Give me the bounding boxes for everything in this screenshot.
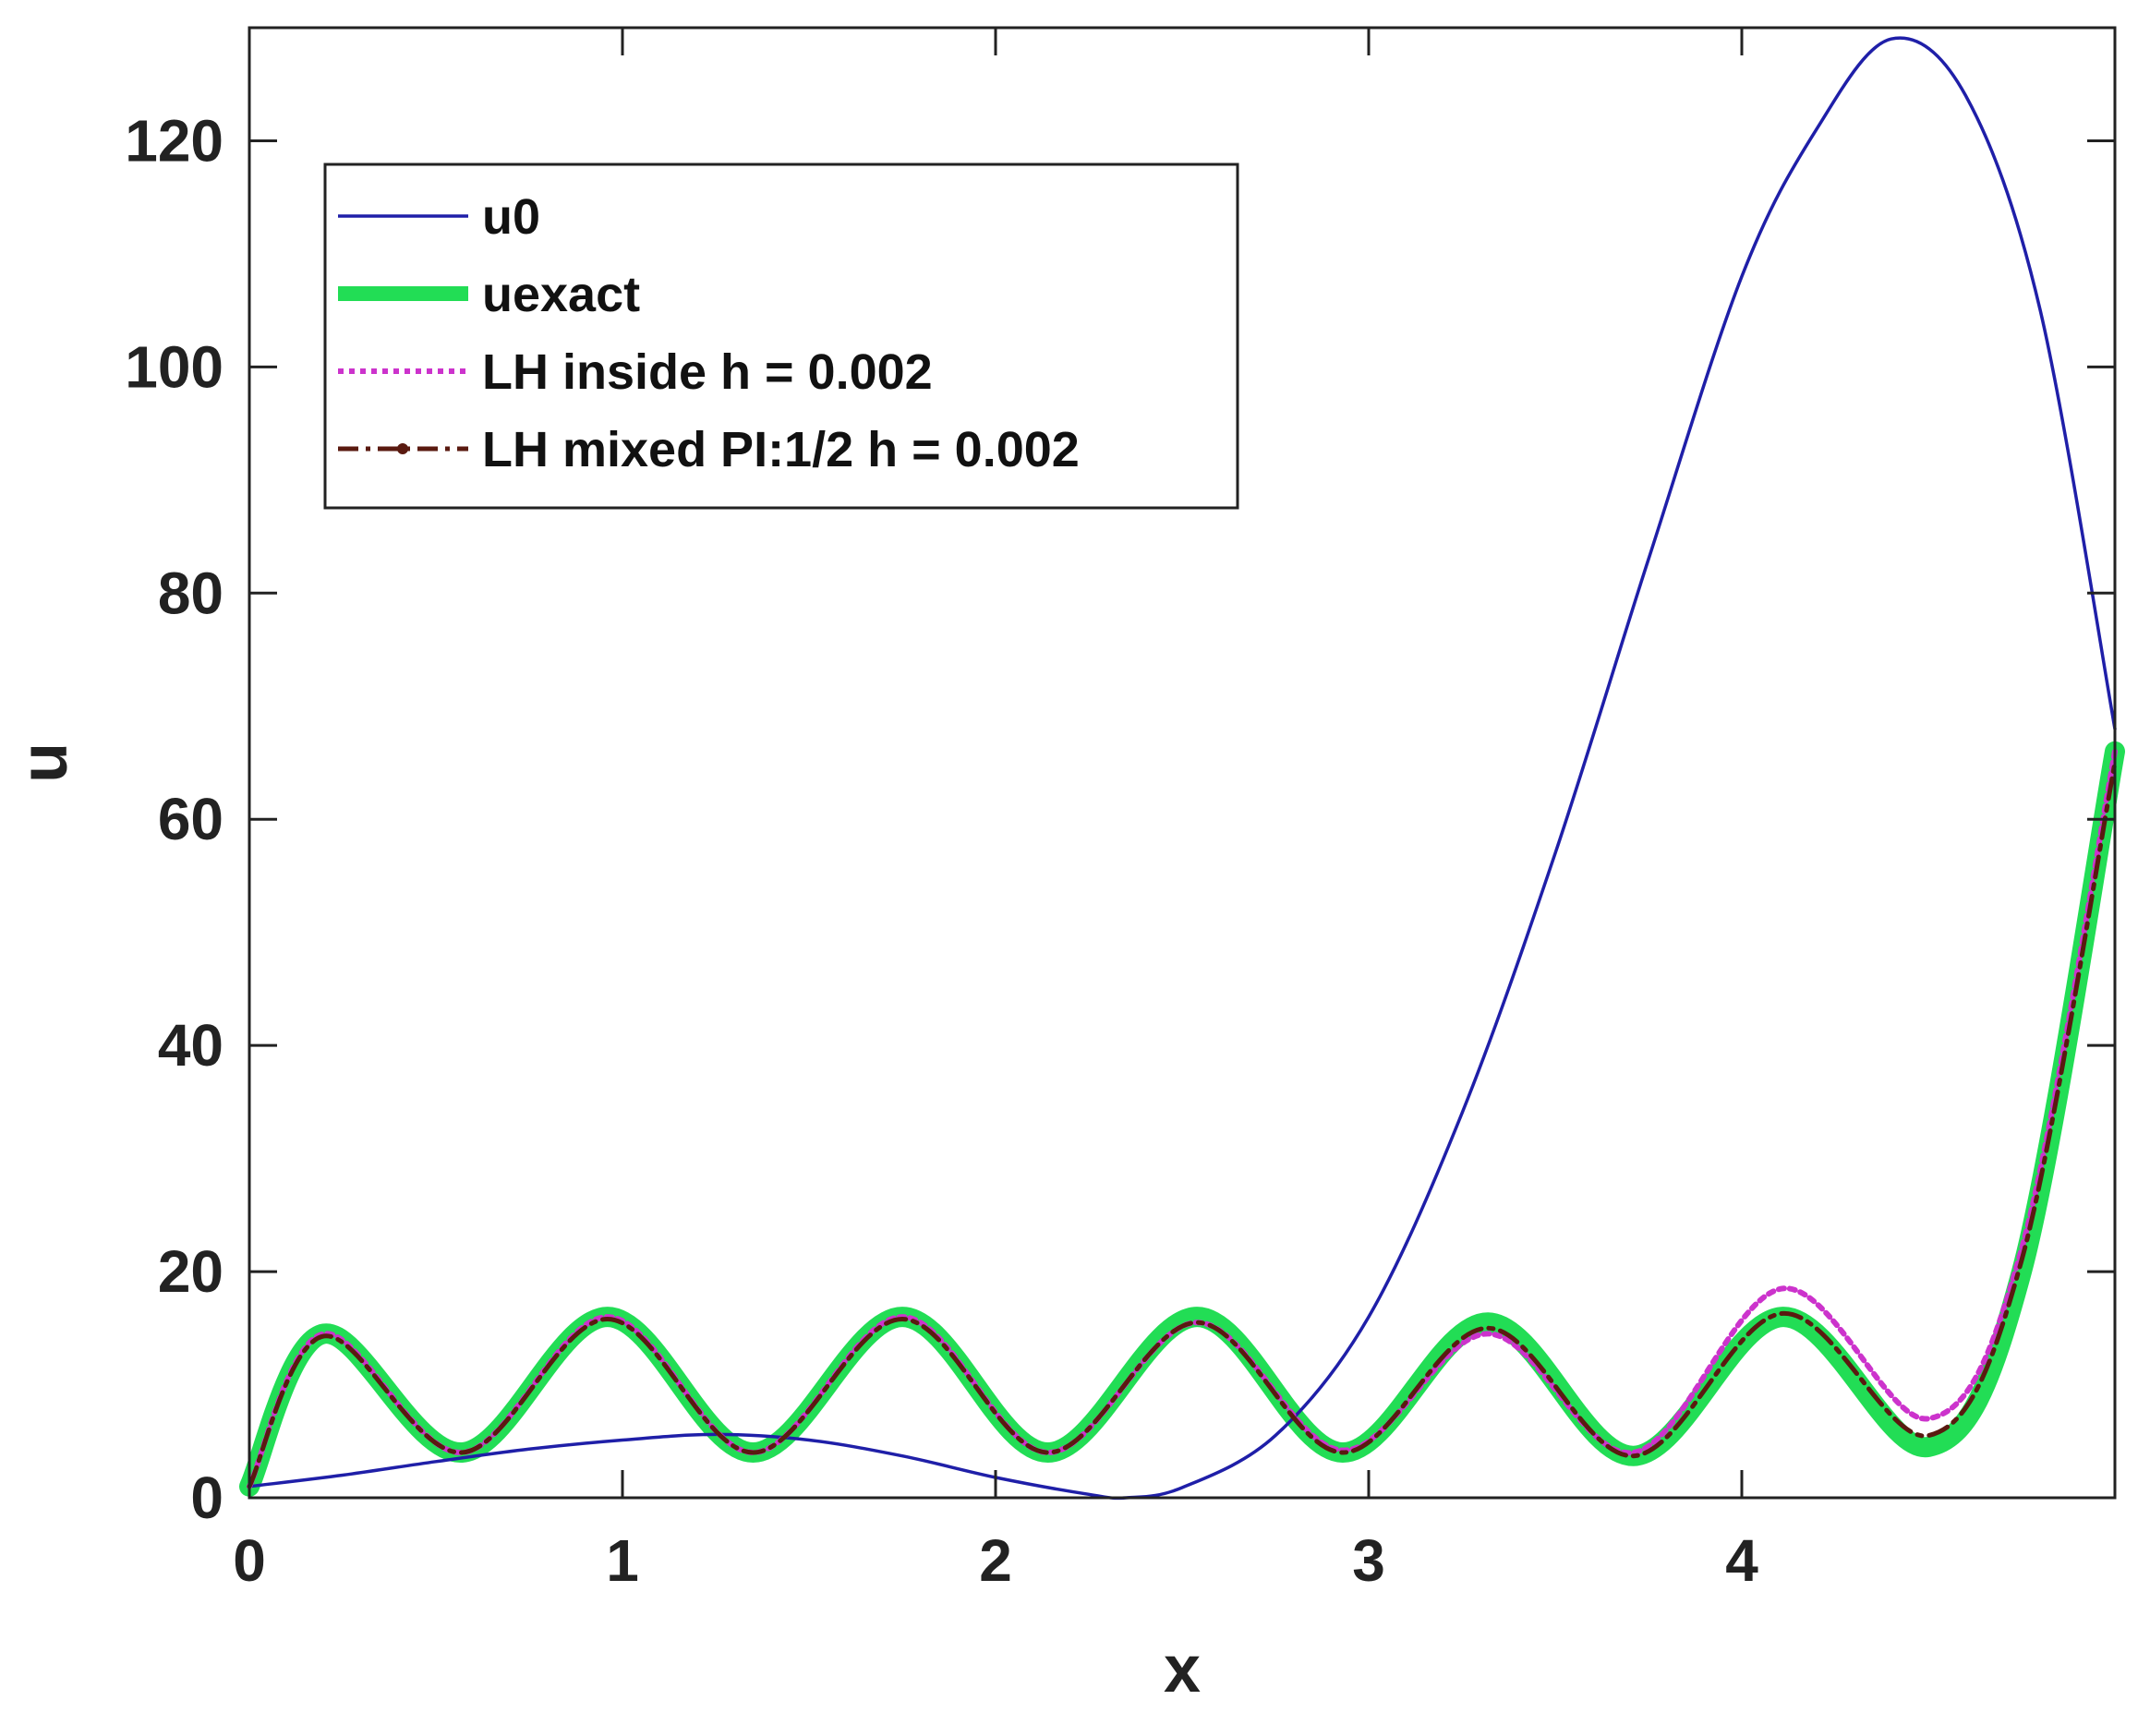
legend-marker (397, 443, 408, 454)
y-tick-label: 120 (125, 107, 223, 174)
x-tick-label: 0 (233, 1527, 266, 1594)
legend-entries: u0 uexact LH inside h = 0.002 LH mixed PI:1… (338, 189, 1080, 477)
y-tick-label: 60 (158, 786, 223, 852)
x-axis-label: x (1164, 1633, 1201, 1706)
series-line-3 (247, 760, 2118, 1489)
series-layer (239, 36, 2125, 1501)
legend-entry-label: LH mixed PI:1/2 h = 0.002 (482, 422, 1080, 477)
y-tick-label: 0 (190, 1465, 223, 1531)
legend-box (323, 163, 1239, 510)
x-tick-label: 4 (1725, 1527, 1758, 1594)
legend-entry-label: LH inside h = 0.002 (482, 344, 933, 400)
legend: u0 uexact LH inside h = 0.002 LH mixed PI:1… (323, 163, 1239, 510)
series-line-1 (239, 741, 2125, 1497)
legend-entry-label: u0 (482, 189, 540, 245)
y-axis-label: u (7, 742, 81, 783)
series-line-0 (248, 36, 2117, 1501)
x-tick-label: 3 (1352, 1527, 1385, 1594)
legend-entry-label: uexact (482, 267, 640, 322)
ticks-layer (248, 28, 2115, 1500)
y-tick-label: 20 (158, 1238, 223, 1305)
y-tick-label: 100 (125, 333, 223, 400)
x-tick-label: 1 (606, 1527, 639, 1594)
y-tick-label: 80 (158, 560, 223, 626)
x-tick-label: 2 (979, 1527, 1012, 1594)
plot-frame (248, 26, 2117, 1500)
y-tick-label: 40 (158, 1012, 223, 1079)
